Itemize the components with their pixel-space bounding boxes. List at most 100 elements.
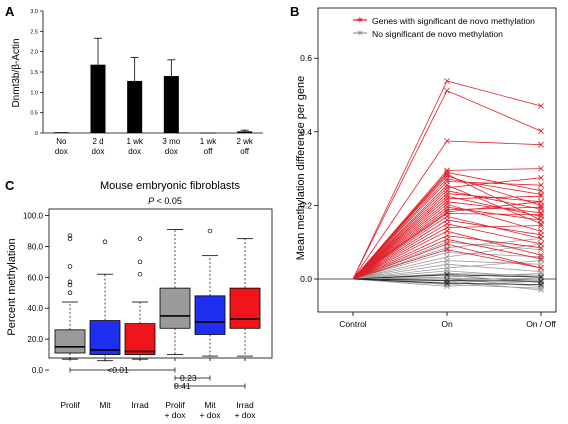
line-chart-b: Mean methylation difference per gene ✶ G… xyxy=(295,7,557,329)
b-point-marker xyxy=(538,204,544,211)
b-point-marker xyxy=(538,211,544,218)
a-x-tick-label: No xyxy=(56,137,67,146)
a-x-tick-label: 2 d xyxy=(92,137,103,146)
a-x-tick-label: 1 wk xyxy=(126,137,143,146)
c-x-tick-label: Irrad xyxy=(131,400,149,410)
b-x-tick-label: Control xyxy=(339,319,367,329)
a-y-tick-label: 1.5 xyxy=(30,70,38,76)
b-y-tick-label: 0.2 xyxy=(300,200,312,210)
b-point-marker xyxy=(538,281,544,288)
c-subtitle-p: P xyxy=(148,196,154,206)
c-x-tick-label: Irrad xyxy=(236,400,254,410)
a-x-tick-label: dox xyxy=(92,147,105,156)
b-point-marker xyxy=(444,198,450,205)
c-outlier xyxy=(67,290,73,296)
b-y-tick-label: 0.6 xyxy=(300,53,312,63)
a-bar xyxy=(163,76,179,133)
panel-letter-a: A xyxy=(5,4,15,19)
panel-letter-b: B xyxy=(290,4,299,19)
b-point-marker xyxy=(444,138,450,144)
b-point-marker xyxy=(444,87,450,94)
a-bar xyxy=(237,131,253,133)
b-point-marker xyxy=(444,182,450,189)
b-y-tick-label: 0.0 xyxy=(300,274,312,284)
c-x-tick-label: Mit xyxy=(99,400,111,410)
a-y-tick-label: 2.0 xyxy=(30,50,38,56)
b-plot-frame xyxy=(317,7,557,313)
c-box xyxy=(159,287,191,329)
panel-letter-c: C xyxy=(5,178,15,193)
c-outlier xyxy=(102,239,108,245)
b-point-marker xyxy=(538,222,544,229)
a-x-tick-label: 3 mo xyxy=(162,137,180,146)
a-x-tick-label: off xyxy=(204,147,214,156)
b-point-marker xyxy=(444,236,450,243)
c-y-tick-label: 60.0 xyxy=(27,273,43,282)
a-bar xyxy=(127,80,143,133)
b-point-marker xyxy=(444,271,450,278)
a-x-tick-label: 1 wk xyxy=(200,137,217,146)
b-point-marker xyxy=(538,193,544,200)
a-x-tick-label: off xyxy=(240,147,250,156)
b-point-marker xyxy=(538,231,544,238)
b-point-marker xyxy=(444,190,450,197)
c-x-tick-label: Prolif xyxy=(165,400,185,410)
b-point-marker xyxy=(538,174,544,181)
c-box xyxy=(54,329,86,354)
b-point-marker xyxy=(538,182,544,189)
b-point-marker xyxy=(444,280,450,287)
c-y-tick-label: 100.0 xyxy=(23,212,44,221)
c-subtitle: P < 0.05 xyxy=(148,196,182,206)
a-x-tick-label: dox xyxy=(128,147,141,156)
b-point-marker xyxy=(538,265,544,271)
c-outlier xyxy=(137,259,143,265)
b-point-marker xyxy=(444,193,450,200)
legend-marker-not-significant: ✶ xyxy=(356,29,364,40)
b-point-marker xyxy=(538,244,544,251)
c-comparison-label: 0.23 xyxy=(180,373,197,383)
b-point-marker xyxy=(538,128,544,134)
c-outlier xyxy=(67,264,73,269)
legend-label-significant: Genes with significant de novo methylati… xyxy=(372,16,535,26)
b-y-tick-label: 0.4 xyxy=(300,127,312,137)
b-y-axis-label: Mean methylation difference per gene xyxy=(295,76,307,260)
b-point-marker xyxy=(538,255,544,262)
b-point-marker xyxy=(444,246,450,253)
c-y-axis-label: Percent methylation xyxy=(6,238,18,335)
c-y-tick-label: 80.0 xyxy=(27,242,43,251)
c-box xyxy=(194,295,226,335)
a-x-tick-label: dox xyxy=(55,147,68,156)
c-x-tick-label: + dox xyxy=(234,410,256,420)
box-chart-c: Mouse embryonic fibroblasts P < 0.05 Per… xyxy=(6,180,273,420)
c-y-tick-label: 0.0 xyxy=(32,366,44,375)
c-box xyxy=(229,287,261,329)
a-y-tick-label: 0 xyxy=(35,131,38,137)
c-x-tick-label: + dox xyxy=(164,410,186,420)
a-bar xyxy=(200,132,216,134)
c-outlier xyxy=(67,282,73,288)
a-x-tick-label: dox xyxy=(165,147,178,156)
b-point-marker xyxy=(538,165,544,172)
c-comparison-label: 0.41 xyxy=(174,381,191,391)
c-title: Mouse embryonic fibroblasts xyxy=(100,180,241,192)
b-point-marker xyxy=(444,204,450,211)
c-x-tick-label: Mit xyxy=(204,400,216,410)
b-point-marker xyxy=(538,257,544,264)
b-x-tick-label: On / Off xyxy=(526,319,556,329)
b-point-marker xyxy=(538,103,544,109)
b-point-marker xyxy=(444,171,450,178)
b-point-marker xyxy=(444,241,450,247)
b-point-marker xyxy=(538,274,544,281)
b-point-marker xyxy=(444,201,450,208)
b-point-marker xyxy=(444,228,450,235)
c-box xyxy=(89,320,121,355)
c-y-tick-label: 20.0 xyxy=(27,335,43,344)
b-point-marker xyxy=(538,198,544,205)
c-outlier xyxy=(67,279,73,285)
c-y-tick-label: 40.0 xyxy=(27,304,43,313)
c-box xyxy=(124,323,156,355)
b-point-marker xyxy=(444,78,450,84)
legend-label-not-significant: No significant de novo methylation xyxy=(372,29,503,39)
b-point-marker xyxy=(444,176,450,182)
